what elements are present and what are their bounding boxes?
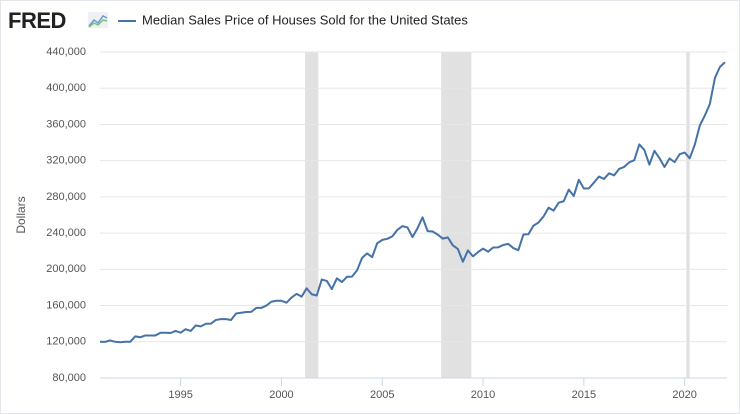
y-tick-label: 320,000 <box>46 155 86 167</box>
y-tick-label: 80,000 <box>52 372 86 384</box>
y-tick-label: 280,000 <box>46 191 86 203</box>
recession-band <box>686 52 690 378</box>
y-tick-label: 440,000 <box>46 46 86 58</box>
recession-band <box>305 52 319 378</box>
y-tick-label: 360,000 <box>46 118 86 130</box>
x-tick-label: 2010 <box>471 389 495 401</box>
x-tick-label: 2020 <box>672 389 696 401</box>
x-tick-label: 2005 <box>370 389 394 401</box>
y-tick-label: 240,000 <box>46 227 86 239</box>
legend-label: Median Sales Price of Houses Sold for th… <box>142 12 468 27</box>
series-line <box>99 61 726 344</box>
y-tick-label: 400,000 <box>46 82 86 94</box>
x-tick-label: 1995 <box>168 389 192 401</box>
x-tick-label: 2000 <box>269 389 293 401</box>
recession-band <box>441 52 472 378</box>
brand-logo: FRED <box>8 8 66 33</box>
y-tick-label: 200,000 <box>46 263 86 275</box>
logo-icon <box>88 12 108 28</box>
y-tick-label: 160,000 <box>46 299 86 311</box>
x-tick-label: 2015 <box>572 389 596 401</box>
y-axis-label: Dollars <box>14 196 28 233</box>
y-tick-label: 120,000 <box>46 336 86 348</box>
